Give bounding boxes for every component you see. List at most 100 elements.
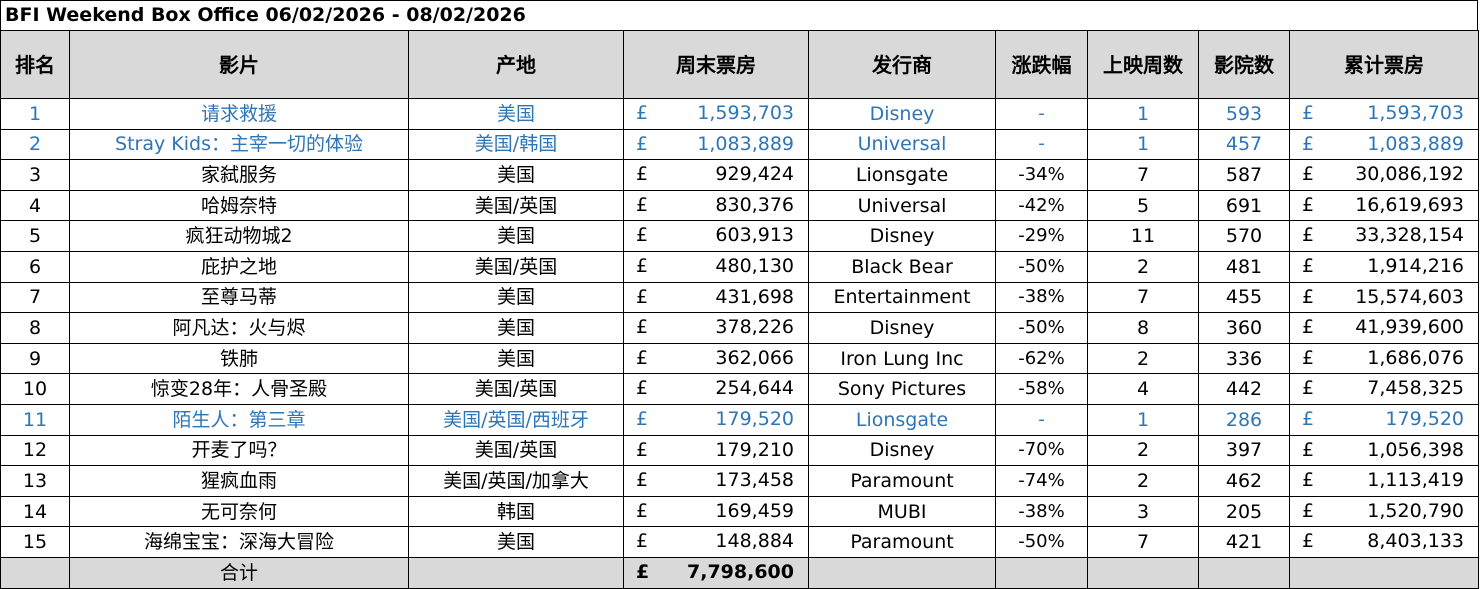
header-change[interactable]: 涨跌幅 xyxy=(995,30,1088,99)
change-cell[interactable]: - xyxy=(995,403,1088,436)
distributor-cell[interactable]: Iron Lung Inc xyxy=(808,342,996,375)
weekend-gross-cell[interactable]: £1,593,703 xyxy=(623,98,809,130)
distributor-cell[interactable]: Lionsgate xyxy=(808,159,996,191)
weekend-gross-cell[interactable]: £431,698 xyxy=(623,281,809,314)
rank-cell[interactable]: 1 xyxy=(0,98,70,130)
distributor-cell[interactable]: Disney xyxy=(808,434,996,467)
cinemas-cell[interactable]: 421 xyxy=(1198,526,1290,558)
origin-cell[interactable]: 美国/英国 xyxy=(408,250,624,283)
cinemas-cell[interactable]: 455 xyxy=(1198,281,1290,314)
weekend-gross-cell[interactable]: £603,913 xyxy=(623,220,809,252)
header-cinemas[interactable]: 影院数 xyxy=(1198,30,1290,99)
total-gross-cell[interactable]: £7,458,325 xyxy=(1289,373,1479,405)
film-cell[interactable]: 阿凡达：火与烬 xyxy=(69,312,409,344)
cinemas-cell[interactable]: 442 xyxy=(1198,373,1290,405)
cinemas-cell[interactable]: 593 xyxy=(1198,98,1290,130)
total-cell-blank[interactable] xyxy=(0,556,70,589)
change-cell[interactable]: -50% xyxy=(995,526,1088,558)
weeks-cell[interactable]: 1 xyxy=(1087,403,1199,436)
distributor-cell[interactable]: Paramount xyxy=(808,526,996,558)
total-cell-blank[interactable] xyxy=(408,556,624,589)
change-cell[interactable]: -29% xyxy=(995,220,1088,252)
total-gross-cell[interactable]: £8,403,133 xyxy=(1289,526,1479,558)
header-rank[interactable]: 排名 xyxy=(0,30,70,99)
header-total-gross[interactable]: 累计票房 xyxy=(1289,30,1479,99)
weekend-gross-cell[interactable]: £169,459 xyxy=(623,495,809,528)
change-cell[interactable]: - xyxy=(995,128,1088,161)
change-cell[interactable]: -38% xyxy=(995,281,1088,314)
origin-cell[interactable]: 美国/英国 xyxy=(408,189,624,222)
rank-cell[interactable]: 6 xyxy=(0,250,70,283)
weeks-cell[interactable]: 5 xyxy=(1087,189,1199,222)
distributor-cell[interactable]: Entertainment xyxy=(808,281,996,314)
header-origin[interactable]: 产地 xyxy=(408,30,624,99)
weeks-cell[interactable]: 7 xyxy=(1087,159,1199,191)
origin-cell[interactable]: 美国 xyxy=(408,281,624,314)
weekend-gross-cell[interactable]: £179,210 xyxy=(623,434,809,467)
header-distributor[interactable]: 发行商 xyxy=(808,30,996,99)
cinemas-cell[interactable]: 691 xyxy=(1198,189,1290,222)
total-gross-cell[interactable]: £16,619,693 xyxy=(1289,189,1479,222)
header-weeks[interactable]: 上映周数 xyxy=(1087,30,1199,99)
rank-cell[interactable]: 2 xyxy=(0,128,70,161)
total-gross-cell[interactable]: £30,086,192 xyxy=(1289,159,1479,191)
film-cell[interactable]: 铁肺 xyxy=(69,342,409,375)
change-cell[interactable]: -70% xyxy=(995,434,1088,467)
film-cell[interactable]: 惊变28年：人骨圣殿 xyxy=(69,373,409,405)
rank-cell[interactable]: 3 xyxy=(0,159,70,191)
total-gross-cell[interactable]: £33,328,154 xyxy=(1289,220,1479,252)
film-cell[interactable]: 庇护之地 xyxy=(69,250,409,283)
weekend-gross-cell[interactable]: £480,130 xyxy=(623,250,809,283)
change-cell[interactable]: -74% xyxy=(995,465,1088,497)
total-gross-cell[interactable]: £1,686,076 xyxy=(1289,342,1479,375)
origin-cell[interactable]: 美国 xyxy=(408,526,624,558)
origin-cell[interactable]: 美国 xyxy=(408,98,624,130)
rank-cell[interactable]: 7 xyxy=(0,281,70,314)
distributor-cell[interactable]: Universal xyxy=(808,189,996,222)
distributor-cell[interactable]: Disney xyxy=(808,220,996,252)
cinemas-cell[interactable]: 481 xyxy=(1198,250,1290,283)
rank-cell[interactable]: 11 xyxy=(0,403,70,436)
distributor-cell[interactable]: Disney xyxy=(808,312,996,344)
film-cell[interactable]: 哈姆奈特 xyxy=(69,189,409,222)
film-cell[interactable]: 请求救援 xyxy=(69,98,409,130)
rank-cell[interactable]: 5 xyxy=(0,220,70,252)
cinemas-cell[interactable]: 360 xyxy=(1198,312,1290,344)
total-label[interactable]: 合计 xyxy=(69,556,409,589)
film-cell[interactable]: 猩疯血雨 xyxy=(69,465,409,497)
weekend-gross-cell[interactable]: £179,520 xyxy=(623,403,809,436)
film-cell[interactable]: 陌生人：第三章 xyxy=(69,403,409,436)
change-cell[interactable]: - xyxy=(995,98,1088,130)
film-cell[interactable]: 无可奈何 xyxy=(69,495,409,528)
weekend-gross-cell[interactable]: £173,458 xyxy=(623,465,809,497)
total-gross-cell[interactable]: £1,914,216 xyxy=(1289,250,1479,283)
weeks-cell[interactable]: 1 xyxy=(1087,98,1199,130)
cinemas-cell[interactable]: 205 xyxy=(1198,495,1290,528)
weeks-cell[interactable]: 2 xyxy=(1087,465,1199,497)
cinemas-cell[interactable]: 587 xyxy=(1198,159,1290,191)
total-cell-blank[interactable] xyxy=(1087,556,1199,589)
total-gross-cell[interactable]: £1,083,889 xyxy=(1289,128,1479,161)
distributor-cell[interactable]: Lionsgate xyxy=(808,403,996,436)
distributor-cell[interactable]: Universal xyxy=(808,128,996,161)
cinemas-cell[interactable]: 462 xyxy=(1198,465,1290,497)
total-gross-cell[interactable]: £1,056,398 xyxy=(1289,434,1479,467)
weekend-gross-cell[interactable]: £148,884 xyxy=(623,526,809,558)
origin-cell[interactable]: 美国/英国 xyxy=(408,373,624,405)
total-cell-blank[interactable] xyxy=(1289,556,1479,589)
change-cell[interactable]: -42% xyxy=(995,189,1088,222)
total-gross-cell[interactable]: £1,113,419 xyxy=(1289,465,1479,497)
change-cell[interactable]: -58% xyxy=(995,373,1088,405)
weeks-cell[interactable]: 3 xyxy=(1087,495,1199,528)
distributor-cell[interactable]: Sony Pictures xyxy=(808,373,996,405)
film-cell[interactable]: 家弑服务 xyxy=(69,159,409,191)
cinemas-cell[interactable]: 397 xyxy=(1198,434,1290,467)
origin-cell[interactable]: 美国/英国/加拿大 xyxy=(408,465,624,497)
weeks-cell[interactable]: 11 xyxy=(1087,220,1199,252)
film-cell[interactable]: 疯狂动物城2 xyxy=(69,220,409,252)
weeks-cell[interactable]: 1 xyxy=(1087,128,1199,161)
rank-cell[interactable]: 9 xyxy=(0,342,70,375)
total-cell-blank[interactable] xyxy=(1198,556,1290,589)
change-cell[interactable]: -38% xyxy=(995,495,1088,528)
origin-cell[interactable]: 美国 xyxy=(408,220,624,252)
